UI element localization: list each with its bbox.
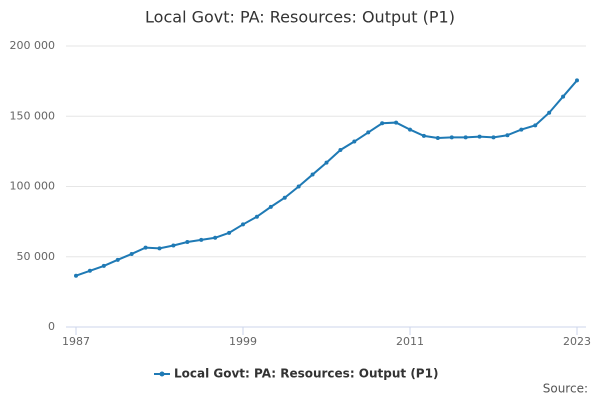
- point: [296, 184, 301, 189]
- source: Source:: [543, 382, 588, 396]
- y-tick-label: 200 000: [10, 39, 56, 52]
- chart-title: Local Govt: PA: Resources: Output (P1): [145, 8, 455, 27]
- legend-marker: [159, 371, 165, 377]
- point: [477, 134, 482, 139]
- point: [324, 160, 329, 165]
- point: [421, 133, 426, 138]
- point: [310, 172, 315, 177]
- point: [533, 123, 538, 128]
- point: [352, 139, 357, 144]
- point: [338, 147, 343, 152]
- point: [519, 127, 524, 132]
- point: [547, 110, 552, 115]
- point: [435, 136, 440, 141]
- point: [394, 120, 399, 125]
- point: [380, 121, 385, 126]
- point: [227, 230, 232, 235]
- x-tick-label: 1987: [62, 335, 90, 348]
- y-tick-label: 50 000: [17, 250, 56, 263]
- y-tick-label: 0: [48, 320, 55, 333]
- x-tick-label: 2023: [563, 335, 591, 348]
- point: [213, 235, 218, 240]
- point: [449, 135, 454, 140]
- point: [157, 246, 162, 251]
- point: [129, 251, 134, 256]
- point: [463, 135, 468, 140]
- point: [366, 130, 371, 135]
- point: [491, 135, 496, 140]
- point: [143, 245, 148, 250]
- point: [171, 243, 176, 248]
- point: [115, 257, 120, 262]
- point: [199, 237, 204, 242]
- y-tick-label: 100 000: [10, 180, 56, 193]
- point: [505, 133, 510, 138]
- point: [74, 273, 78, 278]
- point: [185, 239, 190, 244]
- point: [241, 222, 245, 227]
- point: [254, 214, 259, 219]
- point: [87, 268, 92, 273]
- point: [268, 204, 273, 209]
- y-tick-label: 150 000: [10, 109, 56, 122]
- x-tick-label: 2011: [396, 335, 424, 348]
- point: [561, 94, 566, 99]
- x-tick-label: 1999: [229, 335, 257, 348]
- point: [575, 78, 579, 83]
- legend-label[interactable]: Local Govt: PA: Resources: Output (P1): [174, 367, 438, 381]
- point: [408, 127, 412, 132]
- point: [101, 263, 106, 268]
- line: [75, 79, 578, 277]
- point: [282, 195, 287, 200]
